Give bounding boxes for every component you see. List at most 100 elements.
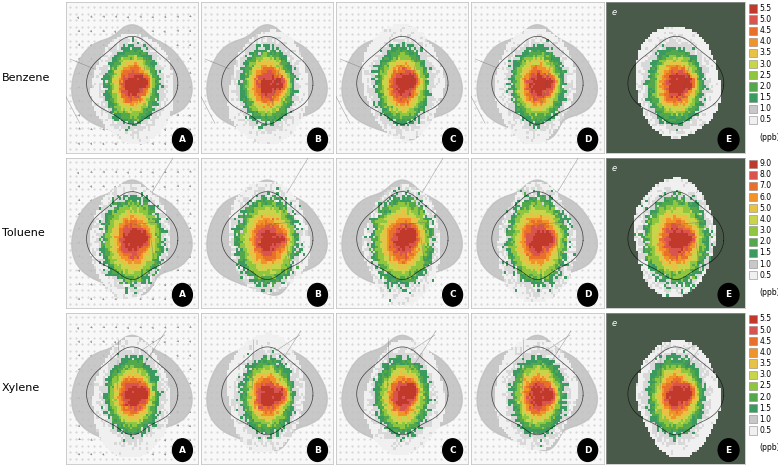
Text: 0.5: 0.5: [759, 116, 771, 124]
Text: 2.5: 2.5: [759, 381, 771, 391]
Text: e: e: [612, 8, 617, 17]
Polygon shape: [72, 336, 192, 451]
Circle shape: [718, 439, 739, 461]
Bar: [748, 226, 758, 235]
Polygon shape: [477, 180, 598, 295]
Text: (ppb): (ppb): [759, 443, 778, 452]
Bar: [748, 171, 758, 179]
Circle shape: [307, 439, 328, 461]
Text: 6.0: 6.0: [759, 192, 771, 202]
Text: e: e: [612, 319, 617, 328]
Bar: [748, 382, 758, 390]
Circle shape: [307, 283, 328, 306]
Polygon shape: [477, 25, 598, 140]
Text: 2.0: 2.0: [759, 392, 771, 402]
Bar: [748, 159, 758, 168]
Text: 1.5: 1.5: [759, 93, 771, 102]
Bar: [748, 271, 758, 279]
Text: 2.5: 2.5: [759, 71, 771, 80]
Circle shape: [578, 283, 598, 306]
Text: (ppb): (ppb): [759, 133, 778, 142]
Text: 8.0: 8.0: [759, 170, 771, 179]
Text: A: A: [179, 290, 186, 299]
Bar: [748, 49, 758, 57]
Bar: [748, 193, 758, 201]
Polygon shape: [342, 336, 462, 451]
Text: 3.5: 3.5: [759, 359, 771, 368]
Polygon shape: [207, 25, 328, 140]
Text: C: C: [450, 445, 456, 455]
Bar: [748, 215, 758, 224]
Text: (ppb): (ppb): [759, 288, 778, 297]
Text: 4.5: 4.5: [759, 26, 771, 35]
Text: 4.0: 4.0: [759, 215, 771, 224]
Polygon shape: [342, 25, 462, 140]
Text: e: e: [612, 164, 617, 172]
Bar: [748, 260, 758, 268]
Bar: [748, 105, 758, 113]
Text: 3.0: 3.0: [759, 370, 771, 379]
Text: D: D: [584, 135, 591, 144]
Text: B: B: [314, 135, 321, 144]
Text: 5.0: 5.0: [759, 15, 771, 24]
Text: 1.0: 1.0: [759, 260, 771, 268]
Circle shape: [718, 128, 739, 151]
Text: A: A: [179, 135, 186, 144]
Bar: [748, 337, 758, 345]
Text: 1.5: 1.5: [759, 404, 771, 413]
Text: 5.0: 5.0: [759, 204, 771, 213]
Text: 7.0: 7.0: [759, 181, 771, 191]
Bar: [748, 238, 758, 246]
Bar: [748, 370, 758, 379]
Circle shape: [443, 128, 463, 151]
Bar: [748, 249, 758, 257]
Text: 2.0: 2.0: [759, 82, 771, 91]
Text: Benzene: Benzene: [2, 73, 50, 82]
Circle shape: [443, 439, 463, 461]
Text: C: C: [450, 135, 456, 144]
Bar: [748, 60, 758, 69]
Circle shape: [718, 283, 739, 306]
Bar: [748, 4, 758, 13]
Text: 1.5: 1.5: [759, 248, 771, 257]
Bar: [748, 315, 758, 323]
Polygon shape: [72, 25, 192, 140]
Circle shape: [578, 128, 598, 151]
Bar: [748, 82, 758, 90]
Bar: [748, 27, 758, 35]
Text: E: E: [726, 135, 731, 144]
Text: C: C: [450, 290, 456, 299]
Bar: [748, 359, 758, 368]
Text: D: D: [584, 445, 591, 455]
Polygon shape: [207, 180, 328, 295]
Text: 5.5: 5.5: [759, 315, 771, 323]
Text: E: E: [726, 445, 731, 455]
Text: 4.5: 4.5: [759, 337, 771, 346]
Text: 2.0: 2.0: [759, 237, 771, 246]
Bar: [748, 182, 758, 190]
Polygon shape: [207, 336, 328, 451]
Text: A: A: [179, 445, 186, 455]
Text: E: E: [726, 290, 731, 299]
Bar: [748, 404, 758, 412]
Circle shape: [173, 128, 192, 151]
Text: 3.0: 3.0: [759, 60, 771, 69]
Bar: [748, 204, 758, 212]
Bar: [748, 393, 758, 401]
Bar: [748, 94, 758, 102]
Circle shape: [578, 439, 598, 461]
Bar: [748, 15, 758, 24]
Text: B: B: [314, 445, 321, 455]
Text: 4.0: 4.0: [759, 37, 771, 46]
Bar: [748, 348, 758, 356]
Text: 5.5: 5.5: [759, 4, 771, 13]
Circle shape: [307, 128, 328, 151]
Text: 3.5: 3.5: [759, 48, 771, 57]
Text: 0.5: 0.5: [759, 271, 771, 280]
Circle shape: [173, 439, 192, 461]
Bar: [748, 415, 758, 424]
Text: 1.0: 1.0: [759, 415, 771, 424]
Text: Toluene: Toluene: [2, 228, 44, 238]
Polygon shape: [477, 336, 598, 451]
Polygon shape: [342, 180, 462, 295]
